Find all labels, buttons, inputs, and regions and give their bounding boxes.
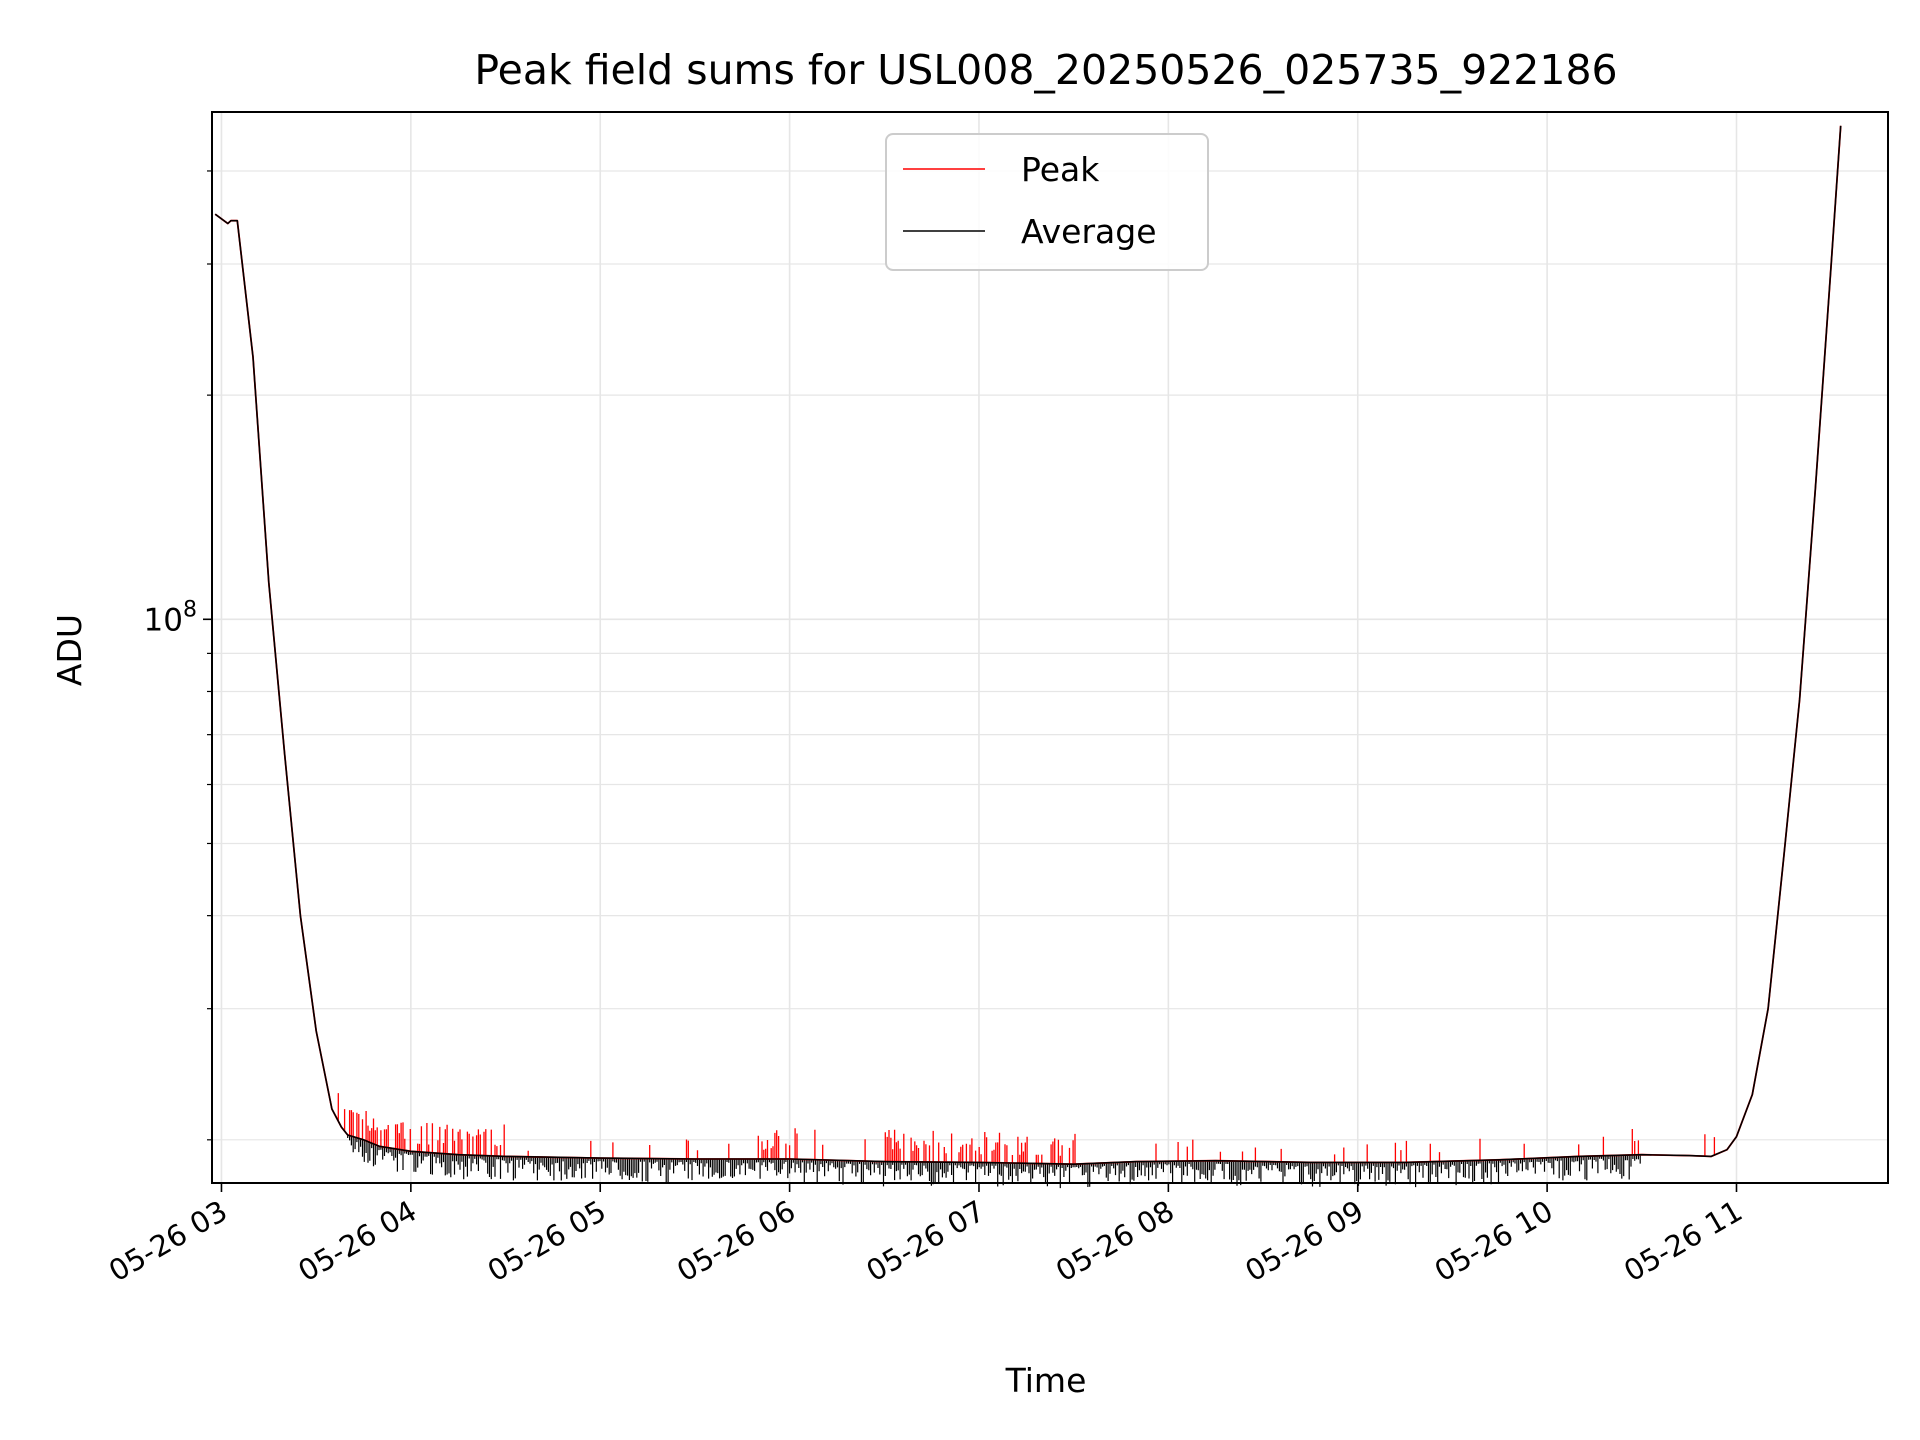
plot-frame [211,111,1889,1184]
legend-label-peak: Peak [1021,150,1100,189]
grid [212,112,1888,1183]
x-axis-label: Time [1005,1361,1087,1400]
chart-title: Peak field sums for USL008_20250526_0257… [474,46,1617,94]
y-tick-label: 108 [144,597,197,638]
peak-spikes [337,1093,1716,1165]
legend: Peak Average [885,133,1209,271]
series-spikes [337,1093,1716,1189]
legend-box [885,133,1209,271]
series-lines [214,125,1842,1166]
series-line-average [214,125,1842,1165]
y-axis-label: ADU [50,614,89,686]
legend-label-average: Average [1021,212,1157,251]
average-dips [347,1135,1641,1189]
